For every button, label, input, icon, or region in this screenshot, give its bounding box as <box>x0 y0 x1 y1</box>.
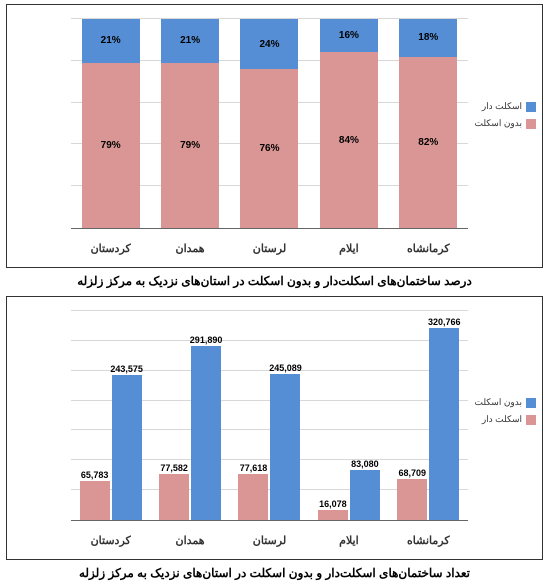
swatch-with-icon <box>526 102 536 112</box>
category-label: کردستان <box>71 534 150 547</box>
segment-with-skeleton: 16% <box>320 19 378 52</box>
stacked-bar: 79% 21% <box>161 19 219 228</box>
legend-item-without: بدون اسکلت <box>474 118 536 129</box>
segment-with-skeleton: 18% <box>399 19 457 57</box>
segment-label: 79% <box>101 140 121 151</box>
bar-value-label: 68,709 <box>399 468 427 478</box>
segment-label: 76% <box>259 143 279 154</box>
segment-without-skeleton: 76% <box>240 69 298 228</box>
category-label: لرستان <box>230 242 309 255</box>
count-xaxis: کرمانشاهایلاملرستانهمدانکردستان <box>71 534 468 547</box>
segment-label: 16% <box>339 30 359 41</box>
bar-value-label: 77,618 <box>240 463 268 473</box>
segment-without-skeleton: 84% <box>320 52 378 228</box>
count-chart-title: تعداد ساختمان‌های اسکلت‌دار و بدون اسکلت… <box>0 566 549 580</box>
category-label: ایلام <box>309 534 388 547</box>
segment-without-skeleton: 82% <box>399 57 457 228</box>
bar-without-skeleton: 83,080 <box>350 470 380 520</box>
segment-label: 18% <box>418 32 438 43</box>
category-label: همدان <box>150 242 229 255</box>
percent-legend: اسکلت دار بدون اسکلت <box>474 101 536 135</box>
bar-without-skeleton: 291,890 <box>191 346 221 520</box>
category-label: کرمانشاه <box>389 534 468 547</box>
count-bars-container: 320,76668,70983,08016,078245,08977,61829… <box>71 311 468 520</box>
bar-without-skeleton: 243,575 <box>112 375 142 520</box>
segment-label: 24% <box>259 39 279 50</box>
legend-label-with: اسکلت دار <box>482 414 522 425</box>
category-label: ایلام <box>309 242 388 255</box>
bar-col: 84% 16% <box>309 19 388 228</box>
percent-plot-area: 82% 18% 84% 16% 76% 24% 79% 21% 79% 21% <box>71 19 468 229</box>
bar-without-skeleton: 320,766 <box>429 328 459 520</box>
segment-label: 21% <box>101 35 121 46</box>
legend-item-with: اسکلت دار <box>474 101 536 112</box>
percent-chart-panel: 82%18%84%16%76%24%79%21%79%21% کرمانشاها… <box>6 4 543 268</box>
segment-label: 84% <box>339 135 359 146</box>
count-legend: بدون اسکلت اسکلت دار <box>474 397 536 431</box>
segment-with-skeleton: 24% <box>240 19 298 69</box>
legend-item-without: بدون اسکلت <box>474 397 536 408</box>
legend-label-with: اسکلت دار <box>482 101 522 112</box>
bar-with-skeleton: 65,783 <box>80 481 110 520</box>
bar-with-skeleton: 68,709 <box>397 479 427 520</box>
segment-label: 79% <box>180 140 200 151</box>
segment-with-skeleton: 21% <box>82 19 140 63</box>
bar-with-skeleton: 16,078 <box>318 510 348 520</box>
segment-with-skeleton: 21% <box>161 19 219 63</box>
stacked-bar: 84% 16% <box>320 19 378 228</box>
bar-value-label: 65,783 <box>81 470 109 480</box>
swatch-without-icon <box>526 119 536 129</box>
stacked-bar: 79% 21% <box>82 19 140 228</box>
bar-value-label: 245,089 <box>269 363 302 373</box>
bar-value-label: 83,080 <box>351 459 379 469</box>
percent-chart-title: درصد ساختمان‌های اسکلت‌دار و بدون اسکلت … <box>0 274 549 288</box>
category-label: کردستان <box>71 242 150 255</box>
category-label: لرستان <box>230 534 309 547</box>
segment-without-skeleton: 79% <box>82 63 140 228</box>
bar-with-skeleton: 77,582 <box>159 474 189 520</box>
segment-without-skeleton: 79% <box>161 63 219 228</box>
category-label: همدان <box>150 534 229 547</box>
bar-value-label: 16,078 <box>319 499 347 509</box>
percent-xaxis: کرمانشاهایلاملرستانهمدانکردستان <box>71 242 468 255</box>
legend-item-with: اسکلت دار <box>474 414 536 425</box>
bar-group: 83,08016,078 <box>309 311 388 520</box>
bar-without-skeleton: 245,089 <box>270 374 300 520</box>
bar-value-label: 243,575 <box>110 364 143 374</box>
count-chart-panel: 320,76668,70983,08016,078245,08977,61829… <box>6 296 543 560</box>
legend-label-without: بدون اسکلت <box>474 118 522 129</box>
count-plot-area: 320,76668,70983,08016,078245,08977,61829… <box>71 311 468 521</box>
category-label: کرمانشاه <box>389 242 468 255</box>
legend-label-without: بدون اسکلت <box>474 397 522 408</box>
bar-col: 79% 21% <box>150 19 229 228</box>
bar-group: 291,89077,582 <box>150 311 229 520</box>
bar-value-label: 320,766 <box>428 317 461 327</box>
bar-group: 243,57565,783 <box>71 311 150 520</box>
bar-group: 245,08977,618 <box>230 311 309 520</box>
swatch-with-icon <box>526 415 536 425</box>
swatch-without-icon <box>526 398 536 408</box>
percent-bars-container: 82% 18% 84% 16% 76% 24% 79% 21% 79% 21% <box>71 19 468 228</box>
stacked-bar: 76% 24% <box>240 19 298 228</box>
bar-col: 76% 24% <box>230 19 309 228</box>
bar-value-label: 291,890 <box>190 335 223 345</box>
bar-col: 79% 21% <box>71 19 150 228</box>
bar-value-label: 77,582 <box>160 463 188 473</box>
segment-label: 82% <box>418 137 438 148</box>
segment-label: 21% <box>180 35 200 46</box>
stacked-bar: 82% 18% <box>399 19 457 228</box>
bar-col: 82% 18% <box>389 19 468 228</box>
bar-group: 320,76668,709 <box>389 311 468 520</box>
bar-with-skeleton: 77,618 <box>238 474 268 520</box>
